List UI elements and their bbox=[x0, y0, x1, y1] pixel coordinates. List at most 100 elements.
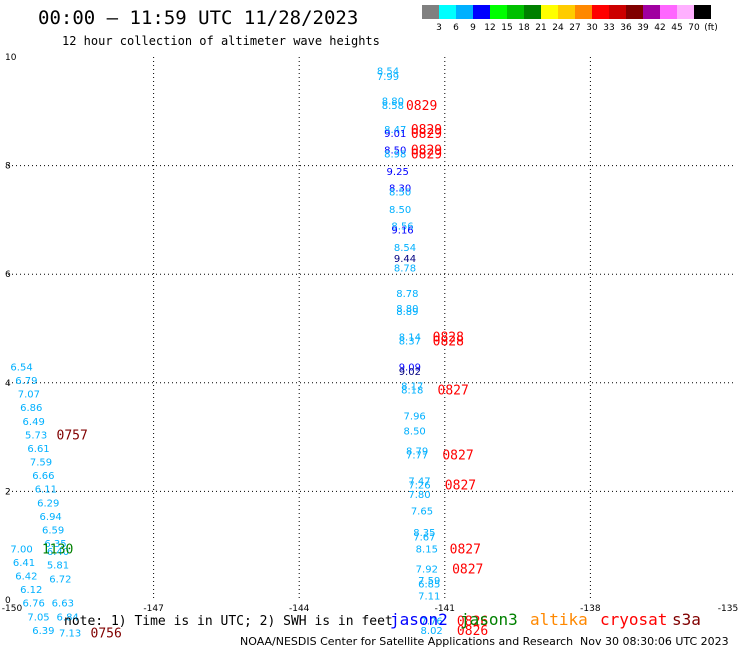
swh-value: 8.78 bbox=[394, 264, 416, 275]
scale-swatch bbox=[660, 5, 677, 19]
scale-swatch bbox=[422, 5, 439, 19]
scale-label: 70 bbox=[688, 23, 700, 33]
pass-time-labels: 0829082908290829082908280828082708270827… bbox=[42, 99, 488, 642]
axis-ticks: -150 -147 -144 -141 -138 -135 0 2 4 6 8 10 bbox=[2, 53, 738, 614]
pass-time: 0829 bbox=[411, 143, 442, 158]
swh-value: 7.99 bbox=[377, 72, 399, 83]
pass-time: 0756 bbox=[91, 627, 122, 642]
swh-value: 8.50 bbox=[389, 188, 411, 199]
swh-value: 9.09 bbox=[399, 363, 421, 374]
satellite-legend: jason2 jason3 altika cryosat s3a bbox=[390, 610, 701, 629]
scale-swatch bbox=[507, 5, 524, 19]
x-tick-label: -150 bbox=[2, 604, 23, 614]
swh-value: 7.67 bbox=[413, 532, 435, 543]
swh-value: 8.30 bbox=[389, 183, 411, 194]
scale-label: (ft) bbox=[704, 23, 718, 33]
swh-value: 7.92 bbox=[416, 565, 438, 576]
swh-value: 7.26 bbox=[408, 480, 430, 491]
swh-value: 7.00 bbox=[10, 544, 32, 555]
pass-time: 0827 bbox=[438, 383, 469, 398]
scale-swatch bbox=[643, 5, 660, 19]
y-tick-label: 10 bbox=[5, 53, 17, 63]
pass-time: 0827 bbox=[452, 563, 483, 578]
swh-value: 6.79 bbox=[15, 376, 37, 387]
swh-value: 8.35 bbox=[413, 528, 435, 539]
swh-value: 9.25 bbox=[387, 167, 409, 178]
scale-label: 45 bbox=[671, 23, 682, 33]
swh-value: 7.59 bbox=[30, 458, 52, 469]
swh-value: 9.02 bbox=[399, 367, 421, 378]
swh-value: 9.16 bbox=[391, 226, 413, 237]
swh-value: 6.72 bbox=[49, 574, 71, 585]
y-tick-label: 2 bbox=[5, 487, 11, 497]
swh-value: 6.61 bbox=[27, 444, 49, 455]
swh-value: 8.50 bbox=[389, 205, 411, 216]
swh-value: 6.12 bbox=[20, 585, 42, 596]
scale-label: 36 bbox=[620, 23, 632, 33]
swh-value: 6.11 bbox=[35, 485, 57, 496]
pass-time: 0829 bbox=[411, 123, 442, 138]
swh-value: 8.80 bbox=[396, 304, 418, 315]
scale-swatch bbox=[456, 5, 473, 19]
swh-value: 7.77 bbox=[406, 450, 428, 461]
swh-value: 6.29 bbox=[37, 498, 59, 509]
pass-time: 0827 bbox=[445, 478, 476, 493]
scale-swatch bbox=[609, 5, 626, 19]
swh-value: 8.78 bbox=[396, 289, 418, 300]
satellite-s3a: s3a bbox=[672, 610, 701, 629]
scale-swatch bbox=[575, 5, 592, 19]
timestamp-text: Nov 30 08:30:06 UTC 2023 bbox=[580, 635, 729, 648]
swh-value: 6.63 bbox=[52, 599, 74, 610]
scale-label: 24 bbox=[552, 23, 564, 33]
scale-label: 33 bbox=[603, 23, 614, 33]
swh-value: 8.79 bbox=[406, 447, 428, 458]
swh-value: 8.15 bbox=[416, 544, 438, 555]
swh-value: 8.17 bbox=[401, 382, 423, 393]
pass-time: 0828 bbox=[433, 331, 464, 346]
swh-value: 6.40 bbox=[47, 547, 69, 558]
swh-value: 9.01 bbox=[384, 129, 406, 140]
swh-value-labels: 8.547.998.808.588.479.018.508.989.258.30… bbox=[10, 67, 442, 640]
swh-value: 6.42 bbox=[15, 572, 37, 583]
pass-time: 0827 bbox=[450, 542, 481, 557]
swh-value: 8.98 bbox=[384, 150, 406, 161]
scale-swatch bbox=[677, 5, 694, 19]
pass-time: 0826 bbox=[457, 615, 488, 630]
swh-value: 7.59 bbox=[418, 576, 440, 587]
swh-value: 8.80 bbox=[382, 96, 404, 107]
scale-label: 9 bbox=[470, 23, 476, 33]
scale-label: 27 bbox=[569, 23, 580, 33]
scale-label: 15 bbox=[501, 23, 512, 33]
credit-text: NOAA/NESDIS Center for Satellite Applica… bbox=[240, 635, 573, 648]
x-tick-label: -147 bbox=[143, 604, 163, 614]
scale-label: 6 bbox=[453, 23, 459, 33]
swh-value: 9.44 bbox=[394, 254, 416, 265]
swh-value: 8.02 bbox=[421, 626, 443, 637]
chart-subtitle: 12 hour collection of altimeter wave hei… bbox=[62, 34, 380, 48]
pass-time: 0826 bbox=[457, 624, 488, 639]
swh-value: 8.58 bbox=[382, 101, 404, 112]
scale-swatch bbox=[473, 5, 490, 19]
swh-value: 8.89 bbox=[396, 307, 418, 318]
scale-swatch bbox=[626, 5, 643, 19]
swh-value: 5.81 bbox=[47, 561, 69, 572]
satellite-jason2: jason2 bbox=[390, 610, 448, 629]
swh-value: 7.76 bbox=[421, 617, 443, 628]
swh-value: 6.86 bbox=[20, 403, 42, 414]
scale-swatch bbox=[439, 5, 456, 19]
swh-value: 8.50 bbox=[384, 145, 406, 156]
swh-value: 7.96 bbox=[404, 411, 426, 422]
pass-time: 0757 bbox=[57, 428, 88, 443]
scale-label: 12 bbox=[484, 23, 495, 33]
x-tick-label: -138 bbox=[580, 604, 601, 614]
pass-time: 0828 bbox=[433, 334, 464, 349]
swh-value: 6.94 bbox=[40, 512, 62, 523]
y-tick-label: 8 bbox=[5, 162, 11, 172]
y-tick-label: 4 bbox=[5, 379, 11, 389]
swh-value: 8.54 bbox=[394, 243, 416, 254]
scale-swatch bbox=[592, 5, 609, 19]
swh-value: 6.84 bbox=[57, 612, 79, 623]
scale-swatch bbox=[541, 5, 558, 19]
pass-time: 0829 bbox=[411, 127, 442, 142]
scale-label: 30 bbox=[586, 23, 598, 33]
